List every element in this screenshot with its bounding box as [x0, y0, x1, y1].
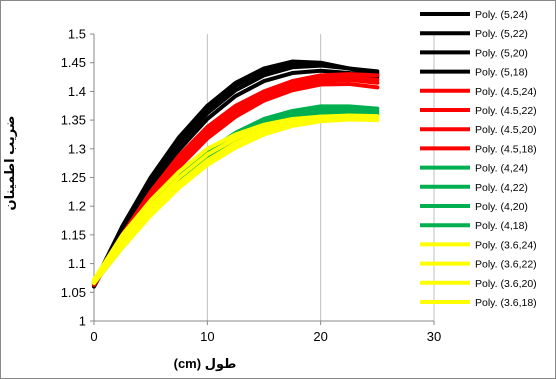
- legend: Poly. (5,24) Poly. (5,22) Poly. (5,20) Poly…: [420, 9, 537, 309]
- legend-item-14: Poly. (3.6,20): [420, 278, 537, 290]
- y-tick-label-4: 1.2: [68, 199, 86, 214]
- legend-label-6: Poly. (4.5,20): [475, 124, 537, 136]
- legend-label-1: Poly. (5,22): [475, 28, 528, 40]
- x-tick-labels: 0 10 20 30: [90, 321, 441, 344]
- y-tick-label-2: 1.1: [68, 256, 86, 271]
- x-tick-label-0: 0: [90, 329, 97, 344]
- legend-item-12: Poly. (3.6,24): [420, 239, 537, 251]
- legend-label-9: Poly. (4,22): [475, 182, 528, 194]
- legend-item-13: Poly. (3.6,22): [420, 259, 537, 271]
- legend-item-5: Poly. (4.5,22): [420, 105, 537, 117]
- legend-item-6: Poly. (4.5,20): [420, 124, 537, 136]
- y-tick-label-8: 1.4: [68, 84, 86, 99]
- y-tick-label-10: 1.5: [68, 27, 86, 42]
- x-tick-label-1: 10: [200, 329, 214, 344]
- legend-item-10: Poly. (4,20): [420, 201, 528, 213]
- legend-label-15: Poly. (3.6,18): [475, 297, 537, 309]
- series-line-14: [92, 114, 380, 284]
- legend-item-11: Poly. (4,18): [420, 220, 528, 232]
- series-line-15: [92, 117, 380, 286]
- y-tick-label-0: 1: [79, 314, 86, 329]
- legend-item-2: Poly. (5,20): [420, 47, 528, 59]
- x-axis-label: طول (cm): [174, 356, 237, 371]
- legend-label-11: Poly. (4,18): [475, 220, 528, 232]
- series-line-2: [92, 63, 380, 288]
- legend-label-14: Poly. (3.6,20): [475, 278, 537, 290]
- legend-label-4: Poly. (4.5,24): [475, 86, 537, 98]
- y-tick-label-1: 1.05: [61, 285, 86, 300]
- legend-label-12: Poly. (3.6,24): [475, 239, 537, 251]
- legend-item-4: Poly. (4.5,24): [420, 86, 537, 98]
- x-tick-label-3: 30: [427, 329, 441, 344]
- legend-label-13: Poly. (3.6,22): [475, 259, 537, 271]
- legend-label-2: Poly. (5,20): [475, 47, 528, 59]
- y-tick-label-3: 1.15: [61, 227, 86, 242]
- legend-label-8: Poly. (4,24): [475, 163, 528, 175]
- y-tick-labels: 1 1.05 1.1 1.15 1.2 1.25 1.3 1.35 1.4 1.45 1.5: [61, 27, 94, 329]
- y-axis-label: ضریب اطمینان: [2, 116, 17, 211]
- legend-label-7: Poly. (4.5,18): [475, 143, 537, 155]
- legend-item-8: Poly. (4,24): [420, 163, 528, 175]
- y-tick-label-5: 1.25: [61, 170, 86, 185]
- legend-label-5: Poly. (4.5,22): [475, 105, 537, 117]
- legend-label-0: Poly. (5,24): [475, 9, 528, 21]
- legend-item-3: Poly. (5,18): [420, 67, 528, 79]
- legend-item-1: Poly. (5,22): [420, 28, 528, 40]
- legend-item-0: Poly. (5,24): [420, 9, 528, 21]
- x-tick-label-2: 20: [313, 329, 327, 344]
- legend-label-10: Poly. (4,20): [475, 201, 528, 213]
- series-lines: [92, 59, 380, 289]
- legend-item-15: Poly. (3.6,18): [420, 297, 537, 309]
- y-tick-label-9: 1.45: [61, 55, 86, 70]
- legend-item-7: Poly. (4.5,18): [420, 143, 537, 155]
- y-tick-label-7: 1.35: [61, 113, 86, 128]
- legend-label-3: Poly. (5,18): [475, 67, 528, 79]
- y-tick-label-6: 1.3: [68, 141, 86, 156]
- legend-item-9: Poly. (4,22): [420, 182, 528, 194]
